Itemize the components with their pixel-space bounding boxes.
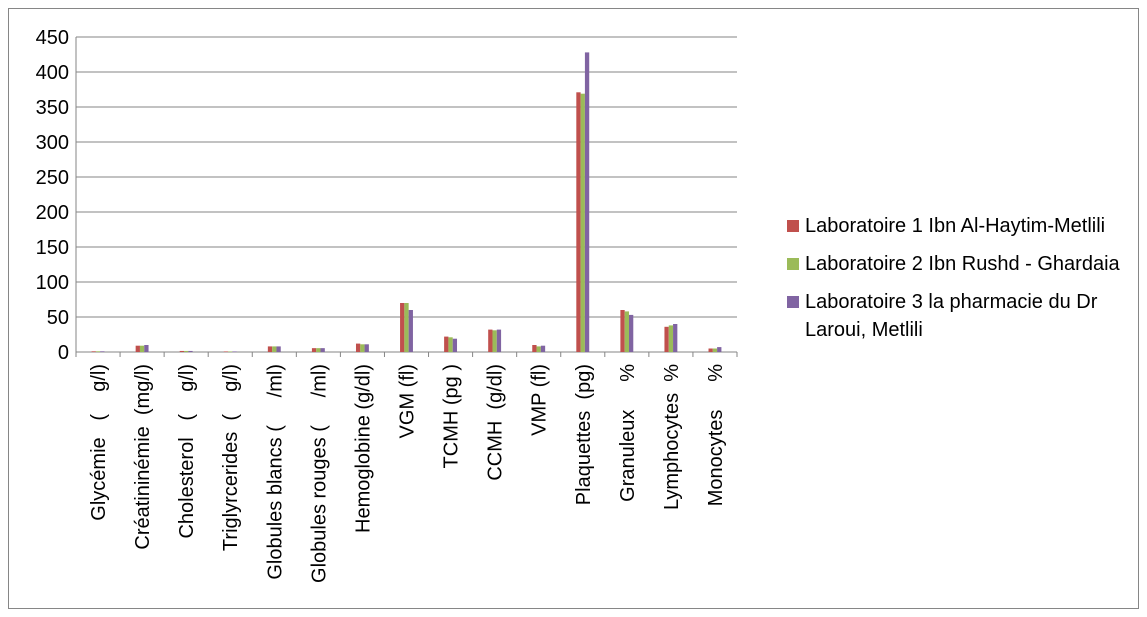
bar-3 xyxy=(364,344,369,352)
bar-2 xyxy=(448,337,453,352)
x-tick-label: Triglyrcerides ( g/l) xyxy=(220,364,242,551)
bar-3 xyxy=(276,346,281,352)
chart-frame: 0 50 100 150 200 250 300 350 400 450 Glycémie ( g/… xyxy=(8,8,1139,609)
bar-3 xyxy=(628,314,634,352)
bar-2 xyxy=(272,346,277,352)
y-tick-label: 350 xyxy=(36,97,69,119)
bar-1 xyxy=(576,92,581,353)
x-tick-label: Globules blancs ( /ml) xyxy=(264,364,286,580)
bar-1 xyxy=(400,303,405,352)
x-tick-label: Granuleux % xyxy=(617,364,639,502)
y-tick-label: 0 xyxy=(58,342,69,364)
bar-3 xyxy=(496,329,502,352)
bar-2 xyxy=(360,344,365,352)
legend-item-lab3: Laboratoire 3 la pharmacie du Dr Laroui,… xyxy=(787,288,1147,344)
legend-swatch-lab2 xyxy=(787,258,799,270)
y-tick-label: 400 xyxy=(36,62,69,84)
bar-1 xyxy=(311,348,317,352)
bar-3 xyxy=(144,345,149,352)
bar-1 xyxy=(91,351,96,352)
legend-label-lab2: Laboratoire 2 Ibn Rushd - Ghardaia xyxy=(805,253,1120,275)
legend-swatch-lab3 xyxy=(787,296,799,308)
bar-1 xyxy=(620,310,625,352)
bar-2 xyxy=(316,348,321,352)
bar-3 xyxy=(408,310,413,352)
bar-1 xyxy=(488,329,493,352)
bar-3 xyxy=(100,351,105,352)
bar-2 xyxy=(624,311,629,352)
x-tick-label: VMP (fl) xyxy=(529,364,551,436)
bar-2 xyxy=(536,346,541,352)
x-tick-label: VGM (fl) xyxy=(397,364,419,438)
bar-2 xyxy=(712,348,718,352)
bar-3 xyxy=(540,345,546,352)
y-tick-label: 250 xyxy=(36,167,69,189)
bar-1 xyxy=(223,351,229,352)
legend-item-lab1: Laboratoire 1 Ibn Al-Haytim-Metlili xyxy=(787,212,1147,240)
x-tick-label: CCMH (g/dl) xyxy=(485,364,507,481)
bar-chart: 0 50 100 150 200 250 300 350 400 450 Glycémie ( g/… xyxy=(36,27,738,583)
y-tick-label: 100 xyxy=(36,272,69,294)
bar-2 xyxy=(668,325,674,352)
bar-2 xyxy=(228,351,233,352)
bar-1 xyxy=(355,343,361,352)
x-tick-label: TCMH (pg ) xyxy=(441,364,463,468)
y-tick-label: 200 xyxy=(36,202,69,224)
x-tick-label: Globules rouges ( /ml) xyxy=(308,364,330,583)
bar-2 xyxy=(184,350,189,352)
bar-2 xyxy=(492,330,497,352)
bar-3 xyxy=(452,338,458,352)
x-tick-label: Monocytes % xyxy=(705,364,727,506)
bar-1 xyxy=(267,346,273,352)
bar-3 xyxy=(584,52,590,353)
bar-3 xyxy=(232,351,237,352)
legend-swatch-lab1 xyxy=(787,220,799,232)
bar-1 xyxy=(179,350,185,352)
bar-2 xyxy=(580,93,585,352)
bar-3 xyxy=(717,347,722,352)
bar-2 xyxy=(139,345,145,352)
bar-1 xyxy=(664,326,669,352)
bar-1 xyxy=(708,348,713,352)
x-tick-label: Plaquettes (pg) xyxy=(573,364,595,505)
y-tick-label: 150 xyxy=(36,237,69,259)
x-tick-label: Glycémie ( g/l) xyxy=(88,364,110,521)
bar-3 xyxy=(188,350,193,352)
bar-3 xyxy=(320,348,325,352)
legend-item-lab2: Laboratoire 2 Ibn Rushd - Ghardaia xyxy=(787,250,1147,278)
bar-3 xyxy=(673,324,678,352)
bar-2 xyxy=(95,351,101,352)
bar-1 xyxy=(444,336,449,352)
y-tick-label: 50 xyxy=(47,307,69,329)
legend-label-lab1: Laboratoire 1 Ibn Al-Haytim-Metlili xyxy=(805,215,1106,237)
chart-legend: Laboratoire 1 Ibn Al-Haytim-Metlili Labo… xyxy=(787,212,1147,354)
bar-1 xyxy=(135,345,140,352)
x-tick-label: Hemoglobine (g/dl) xyxy=(352,364,374,533)
y-tick-label: 300 xyxy=(36,132,69,154)
bar-1 xyxy=(532,345,537,352)
bar-2 xyxy=(404,303,409,352)
x-tick-label: Lymphocytes % xyxy=(661,364,683,510)
y-tick-label: 450 xyxy=(36,27,69,49)
x-tick-label: Cholesterol ( g/l) xyxy=(176,364,198,539)
legend-label-lab3: Laboratoire 3 la pharmacie du Dr Laroui,… xyxy=(805,291,1098,341)
x-tick-label: Créatininémie (mg/l) xyxy=(132,364,154,550)
